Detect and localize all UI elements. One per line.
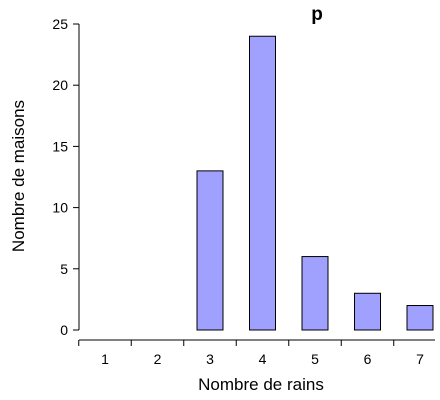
y-axis: 0 5 10 15 20 25	[52, 16, 80, 338]
bar-5	[301, 256, 329, 331]
y-tick-label: 15	[52, 138, 68, 154]
y-tick-label: 20	[52, 77, 68, 93]
bar-6	[354, 292, 381, 331]
y-axis-title: Nombre de maisons	[9, 100, 28, 252]
x-axis: 1 2 3 4 5 6 7	[78, 339, 435, 367]
bar-4	[249, 35, 276, 331]
x-tick-label: 5	[311, 351, 319, 367]
bar-3	[196, 170, 224, 331]
y-tick-label: 10	[52, 200, 68, 216]
y-tick-label: 25	[52, 16, 68, 32]
bar-7	[406, 305, 434, 331]
bars-group	[196, 35, 434, 331]
x-tick-label: 3	[206, 351, 214, 367]
x-tick-label: 1	[101, 351, 109, 367]
x-axis-title: Nombre de rains	[198, 375, 324, 394]
x-tick-label: 7	[416, 351, 424, 367]
x-tick-label: 4	[259, 351, 267, 367]
y-tick-label: 5	[60, 261, 68, 277]
x-tick-label: 2	[154, 351, 162, 367]
x-tick-label: 6	[364, 351, 372, 367]
y-tick-label: 0	[60, 322, 68, 338]
chart-title: p	[311, 4, 323, 25]
